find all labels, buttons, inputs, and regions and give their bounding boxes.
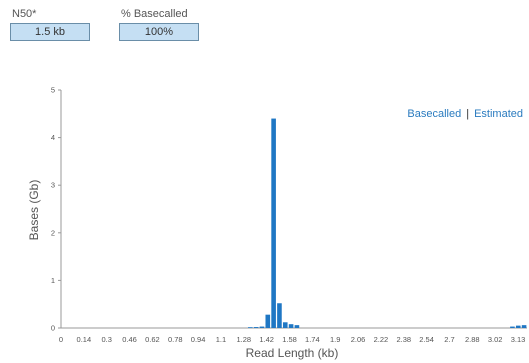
x-tick-label: 0.78 — [168, 335, 183, 344]
x-tick-label: 0 — [59, 335, 63, 344]
x-tick-label: 1.1 — [216, 335, 226, 344]
bar — [271, 118, 276, 328]
legend-estimated[interactable]: Estimated — [474, 108, 523, 120]
bar — [294, 325, 300, 328]
bar — [510, 326, 515, 328]
x-tick-label: 1.58 — [282, 335, 297, 344]
basecalled-percent-label: % Basecalled — [121, 8, 188, 20]
x-tick-label: 0.46 — [122, 335, 137, 344]
x-tick-label: 2.38 — [396, 335, 411, 344]
y-axis-title: Bases (Gb) — [27, 180, 41, 241]
y-tick-label: 2 — [51, 228, 55, 237]
y-axis: 0 1 2 3 4 5 — [51, 86, 62, 333]
x-tick-label: 2.54 — [419, 335, 434, 344]
x-tick-label: 1.9 — [330, 335, 340, 344]
bar — [259, 326, 265, 328]
legend-separator: | — [466, 108, 469, 120]
x-axis: 0 0.14 0.3 0.46 0.62 0.78 0.94 1.1 1.28 1.42 1.58 1… — [59, 327, 527, 344]
x-tick-label: 1.42 — [259, 335, 274, 344]
y-tick-label: 4 — [51, 133, 55, 142]
bar — [521, 325, 527, 328]
bar — [253, 327, 259, 328]
x-tick-label: 2.06 — [351, 335, 366, 344]
bar — [288, 324, 294, 328]
bar — [515, 325, 521, 328]
x-axis-title: Read Length (kb) — [246, 346, 339, 360]
y-tick-label: 3 — [51, 181, 55, 190]
n50-stat: N50* 1.5 kb — [10, 8, 90, 41]
x-tick-label: 0.14 — [77, 335, 92, 344]
bars — [248, 118, 527, 328]
bar — [248, 327, 253, 328]
n50-value: 1.5 kb — [10, 23, 90, 41]
x-tick-label: 3.02 — [488, 335, 503, 344]
x-tick-label: 0.62 — [145, 335, 160, 344]
x-tick-label: 1.74 — [305, 335, 320, 344]
bar — [265, 314, 271, 328]
y-tick-label: 5 — [51, 86, 55, 95]
legend-basecalled[interactable]: Basecalled — [407, 108, 461, 120]
y-tick-label: 0 — [51, 324, 55, 333]
basecalled-percent-stat: % Basecalled 100% — [119, 8, 199, 41]
x-tick-label: 2.22 — [374, 335, 389, 344]
n50-label: N50* — [12, 8, 37, 20]
x-tick-label: 0.3 — [101, 335, 111, 344]
y-tick-label: 1 — [51, 276, 55, 285]
x-tick-label: 1.28 — [236, 335, 251, 344]
basecalled-percent-value: 100% — [119, 23, 199, 41]
bar — [277, 303, 282, 328]
x-tick-label: 2.7 — [444, 335, 454, 344]
x-tick-label: 0.94 — [191, 335, 206, 344]
legend: Basecalled | Estimated — [407, 108, 523, 120]
x-tick-label: 3.13 — [511, 335, 526, 344]
x-tick-label: 2.88 — [465, 335, 480, 344]
bar — [282, 322, 288, 328]
